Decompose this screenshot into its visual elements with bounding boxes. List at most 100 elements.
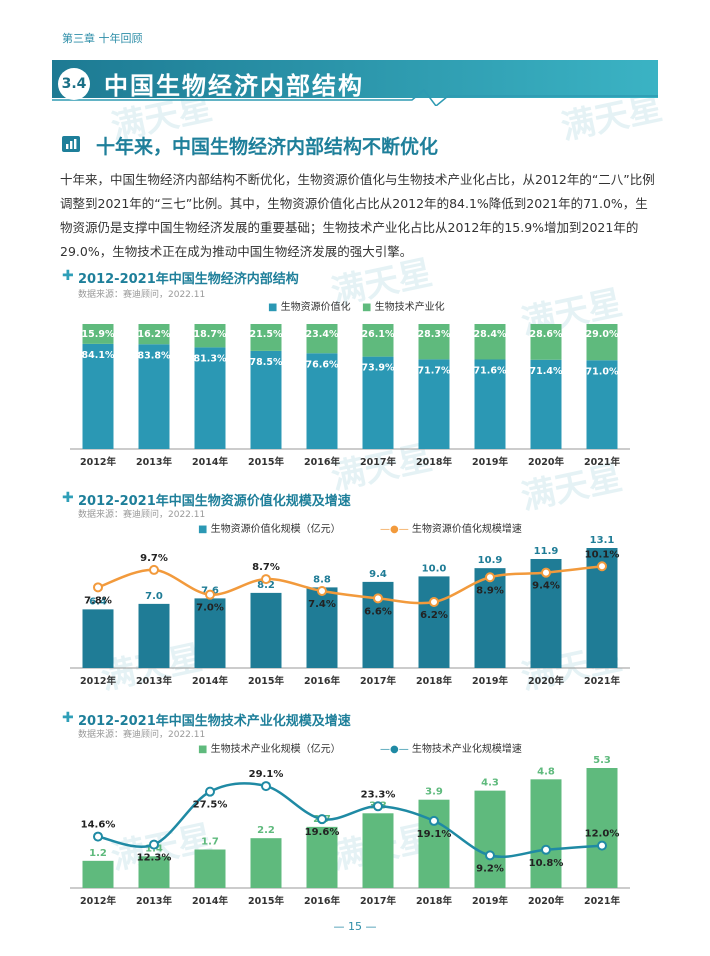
tick-label: 2021年 [584, 456, 620, 468]
data-label: 8.2 [257, 580, 275, 591]
data-label: 7.8% [84, 595, 112, 606]
bar-resource [586, 360, 618, 449]
line-point [597, 840, 607, 851]
data-label: 21.5% [250, 329, 283, 340]
data-label: 28.4% [474, 329, 507, 340]
tick-label: 2021年 [584, 895, 620, 907]
line-point [149, 839, 159, 850]
line-point [205, 786, 215, 797]
data-label: 9.4 [369, 569, 387, 580]
tick-label: 2016年 [304, 895, 340, 907]
data-label: 9.4% [532, 581, 560, 592]
tick-label: 2018年 [416, 675, 452, 687]
bar-tech [82, 324, 114, 344]
bar [474, 790, 506, 888]
tick-label: 2020年 [528, 675, 564, 687]
data-label: 7.0% [196, 603, 224, 614]
chart2-plot: 6.42012年7.02013年7.62014年8.22015年8.82016年… [70, 535, 630, 687]
bar-tech [530, 324, 562, 360]
data-label: 10.8% [529, 858, 564, 869]
structure-chart: ✚ 2012-2021年中国生物经济内部结构 数据来源：赛迪顾问，2022.11… [0, 266, 710, 476]
data-label: 29.0% [586, 329, 619, 340]
data-label: 1.7 [201, 837, 219, 848]
tick-label: 2013年 [136, 895, 172, 907]
bar-resource [362, 356, 394, 449]
data-label: 4.3 [481, 778, 499, 789]
data-label: 6.6% [364, 606, 392, 617]
tick-label: 2015年 [248, 456, 284, 468]
data-label: 19.1% [417, 829, 452, 840]
data-label: 18.7% [194, 329, 227, 340]
tick-label: 2015年 [248, 895, 284, 907]
line-point [541, 844, 551, 855]
data-label: 76.6% [306, 359, 339, 370]
line-point [373, 801, 383, 812]
tick-label: 2013年 [136, 456, 172, 468]
data-label: 6.2% [420, 610, 448, 621]
tick-label: 2017年 [360, 456, 396, 468]
tick-label: 2014年 [192, 675, 228, 687]
data-label: 23.3% [361, 789, 396, 800]
tick-label: 2016年 [304, 456, 340, 468]
chapter-label: 第三章 十年回顾 [62, 32, 143, 45]
chart-title: 2012-2021年中国生物技术产业化规模及增速 [78, 714, 351, 729]
series-line [97, 782, 603, 859]
data-label: 81.3% [194, 353, 227, 364]
bar [474, 568, 506, 668]
data-label: 14.6% [81, 820, 116, 831]
data-label: 28.6% [530, 329, 563, 340]
chart-title: 2012-2021年中国生物资源价值化规模及增速 [78, 494, 351, 509]
data-label: 83.8% [138, 350, 171, 361]
tick-label: 2017年 [360, 675, 396, 687]
tick-label: 2014年 [192, 895, 228, 907]
page-number: — 15 — [333, 920, 377, 933]
data-label: 73.9% [362, 363, 395, 374]
legend-item: ■ 生物资源价值化规模（亿元） [198, 524, 341, 535]
data-label: 12.3% [137, 853, 172, 864]
chart-source: 数据来源：赛迪顾问，2022.11 [78, 510, 206, 520]
bar-resource [138, 344, 170, 449]
line-point [149, 564, 159, 575]
bar-resource [418, 359, 450, 449]
bar-tech [250, 324, 282, 351]
plus-icon: ✚ [62, 268, 74, 284]
tick-label: 2019年 [472, 675, 508, 687]
line-point [205, 589, 215, 600]
tick-label: 2016年 [304, 675, 340, 687]
legend-item: —●— 生物资源价值化规模增速 [380, 524, 522, 535]
data-label: 5.3 [593, 755, 611, 766]
tick-label: 2019年 [472, 895, 508, 907]
bar-tech [194, 324, 226, 348]
line-point [317, 814, 327, 825]
bar-tech [306, 324, 338, 354]
line-point [597, 561, 607, 572]
line-point [429, 597, 439, 607]
line-point [541, 567, 551, 578]
bar [82, 609, 114, 668]
data-label: 8.9% [476, 585, 504, 596]
data-label: 10.9 [478, 555, 503, 566]
data-label: 7.0 [145, 591, 163, 602]
bar-tech [362, 324, 394, 357]
data-label: 12.0% [585, 829, 620, 840]
data-label: 8.8 [313, 574, 331, 585]
tech-chart: ✚ 2012-2021年中国生物技术产业化规模及增速 数据来源：赛迪顾问，202… [0, 708, 710, 918]
bar-resource [250, 350, 282, 449]
data-label: 9.2% [476, 863, 504, 874]
data-label: 10.0 [422, 563, 447, 574]
tick-label: 2020年 [528, 456, 564, 468]
chart-title: 2012-2021年中国生物经济内部结构 [78, 272, 299, 287]
tick-label: 2012年 [80, 895, 116, 907]
data-label: 26.1% [362, 329, 395, 340]
bar [418, 799, 450, 888]
data-label: 6.4 [89, 596, 107, 607]
data-label: 23.4% [306, 329, 339, 340]
bar-resource [194, 347, 226, 449]
tick-label: 2012年 [80, 675, 116, 687]
legend-item: ■ 生物资源价值化 [268, 302, 351, 313]
data-label: 27.5% [193, 800, 228, 811]
data-label: 3.9 [425, 787, 443, 798]
bar [194, 849, 226, 888]
bar [138, 603, 170, 668]
line-point [485, 572, 495, 583]
